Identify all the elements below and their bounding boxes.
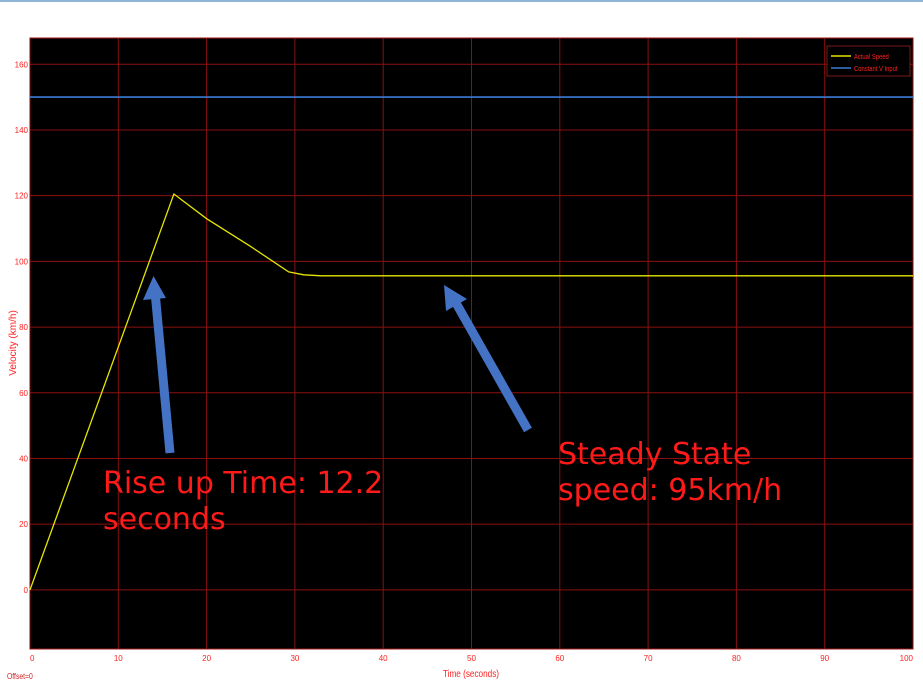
offset-label: Offset=0 (7, 672, 33, 681)
y-tick-label: 100 (15, 257, 29, 266)
x-tick-label: 50 (467, 654, 476, 663)
x-tick-label: 60 (555, 654, 564, 663)
steady-state-annotation: Steady State speed: 95km/h (558, 437, 782, 509)
window-top-border (0, 0, 923, 2)
x-axis-label: Time (seconds) (443, 668, 499, 679)
legend-box (826, 45, 911, 77)
y-axis-label: Velocity (km/h) (8, 310, 19, 376)
series-line-actual-speed (29, 192, 913, 591)
rise-time-annotation: Rise up Time: 12.2 seconds (103, 466, 383, 538)
x-tick-label: 20 (202, 654, 211, 663)
y-tick-labels: 0 20 40 60 80 100 120 140 160 (15, 60, 29, 595)
x-tick-label: 30 (290, 654, 299, 663)
rise-time-arrow (143, 276, 175, 454)
rise-time-line-2: seconds (103, 502, 226, 537)
y-tick-label: 80 (19, 323, 28, 332)
y-tick-label: 160 (15, 60, 29, 69)
y-tick-label: 40 (19, 454, 28, 463)
y-tick-label: 20 (19, 520, 28, 529)
rise-time-line-1: Rise up Time: 12.2 (103, 466, 384, 501)
y-tick-label: 120 (15, 192, 29, 201)
legend-entry: Actual Speed (854, 53, 889, 61)
x-tick-label: 40 (379, 654, 388, 663)
x-tick-label: 90 (820, 654, 829, 663)
y-tick-label: 140 (15, 126, 29, 135)
x-tick-label: 70 (644, 654, 653, 663)
steady-state-line-1: Steady State (558, 437, 752, 472)
x-tick-label: 80 (732, 654, 741, 663)
x-tick-label: 0 (30, 654, 35, 663)
x-tick-label: 10 (114, 654, 123, 663)
x-tick-label: 100 (900, 654, 914, 663)
y-tick-label: 60 (19, 389, 28, 398)
y-tick-label: 0 (24, 586, 29, 595)
steady-state-arrow (444, 285, 532, 433)
legend-entry: Constant V Input (854, 65, 898, 73)
x-tick-labels: 0 10 20 30 40 50 60 70 80 90 100 (30, 654, 914, 663)
legend: Actual Speed Constant V Input (826, 45, 911, 77)
steady-state-line-2: speed: 95km/h (558, 473, 783, 508)
series-lines (29, 96, 913, 591)
